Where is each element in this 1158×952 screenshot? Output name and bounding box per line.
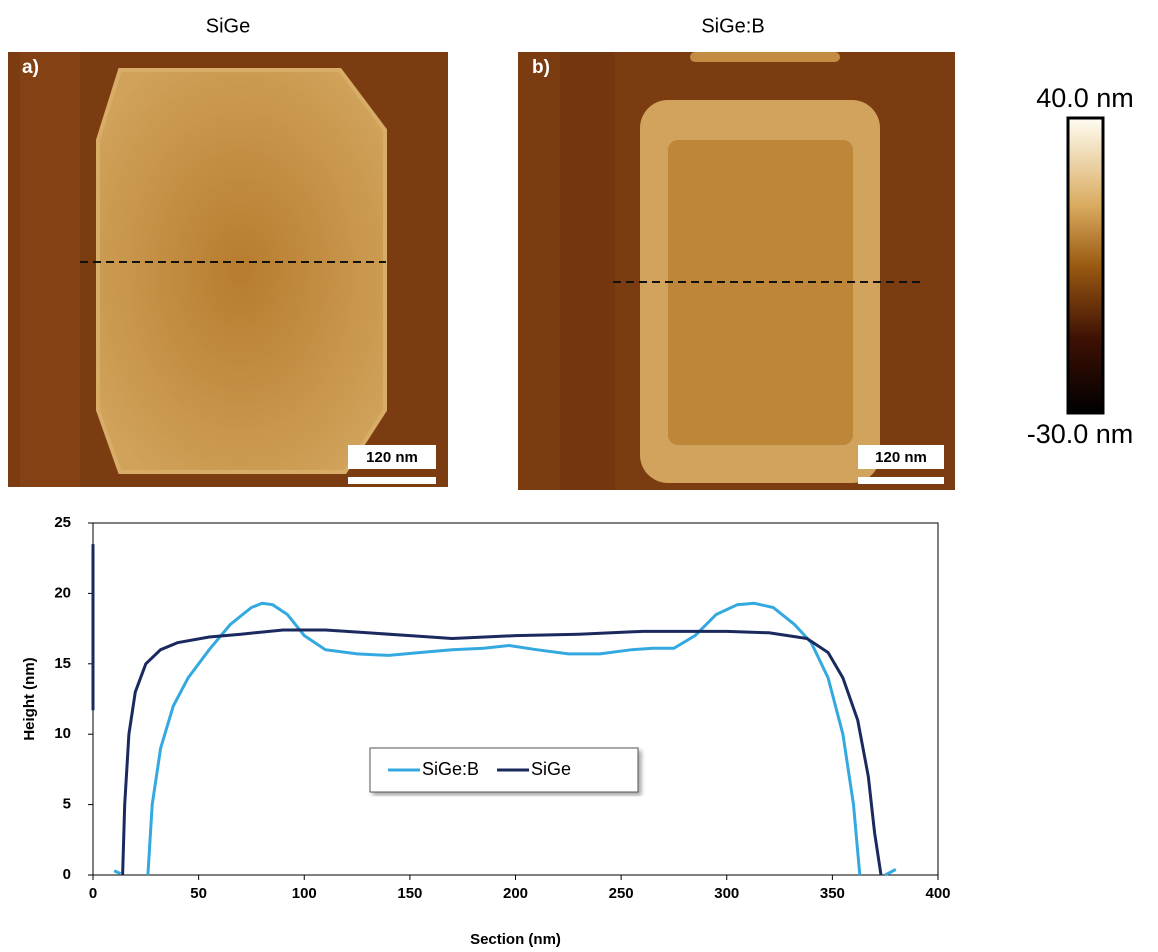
x-tick-label: 250 bbox=[609, 885, 634, 902]
y-tick-label: 25 bbox=[54, 514, 71, 531]
y-tick-label: 10 bbox=[54, 725, 71, 742]
colorbar bbox=[1066, 116, 1105, 415]
y-tick-label: 15 bbox=[54, 655, 71, 672]
x-tick-label: 200 bbox=[503, 885, 528, 902]
afm-image: a) 120 nm bbox=[8, 52, 448, 487]
afm-image: b) 120 nm bbox=[518, 52, 955, 490]
x-tick-label: 300 bbox=[714, 885, 739, 902]
scale-bar-label: 120 nm bbox=[366, 449, 418, 466]
y-tick-label: 20 bbox=[54, 584, 71, 601]
y-tick-label: 5 bbox=[63, 796, 71, 813]
scale-bar-label: 120 nm bbox=[875, 449, 927, 466]
panel-label: a) bbox=[22, 57, 39, 78]
series-line bbox=[113, 601, 897, 877]
x-tick-label: 0 bbox=[89, 885, 97, 902]
legend-label: SiGe:B bbox=[422, 759, 479, 779]
panel-label: b) bbox=[532, 57, 550, 78]
panel-title: SiGe bbox=[206, 15, 250, 37]
x-tick-label: 350 bbox=[820, 885, 845, 902]
legend-label: SiGe bbox=[531, 759, 571, 779]
plot-frame bbox=[92, 522, 939, 876]
x-tick-label: 150 bbox=[397, 885, 422, 902]
series-line bbox=[91, 544, 883, 876]
line-chart: 0 50 100 150 200 250 300 350 400 0 5 10 15 20 25 Sectio… bbox=[21, 514, 951, 948]
x-tick-label: 100 bbox=[292, 885, 317, 902]
x-tick-label: 50 bbox=[190, 885, 207, 902]
x-tick-label: 400 bbox=[925, 885, 950, 902]
colorbar-max: 40.0 nm bbox=[1036, 83, 1134, 113]
y-axis-label: Height (nm) bbox=[21, 657, 38, 740]
panel-title: SiGe:B bbox=[701, 15, 764, 37]
x-axis-label: Section (nm) bbox=[470, 931, 561, 948]
y-tick-label: 0 bbox=[63, 866, 71, 883]
colorbar-min: -30.0 nm bbox=[1027, 419, 1134, 449]
